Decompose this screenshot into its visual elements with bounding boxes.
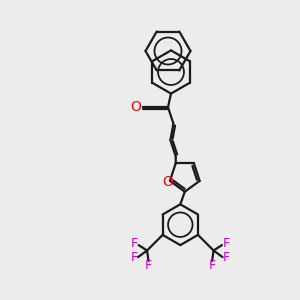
Text: F: F	[130, 251, 138, 264]
Text: F: F	[208, 259, 216, 272]
Text: O: O	[130, 100, 141, 113]
Text: F: F	[223, 251, 230, 264]
Text: O: O	[162, 175, 173, 188]
Text: F: F	[145, 259, 152, 272]
Text: F: F	[222, 237, 230, 250]
Text: F: F	[131, 237, 138, 250]
